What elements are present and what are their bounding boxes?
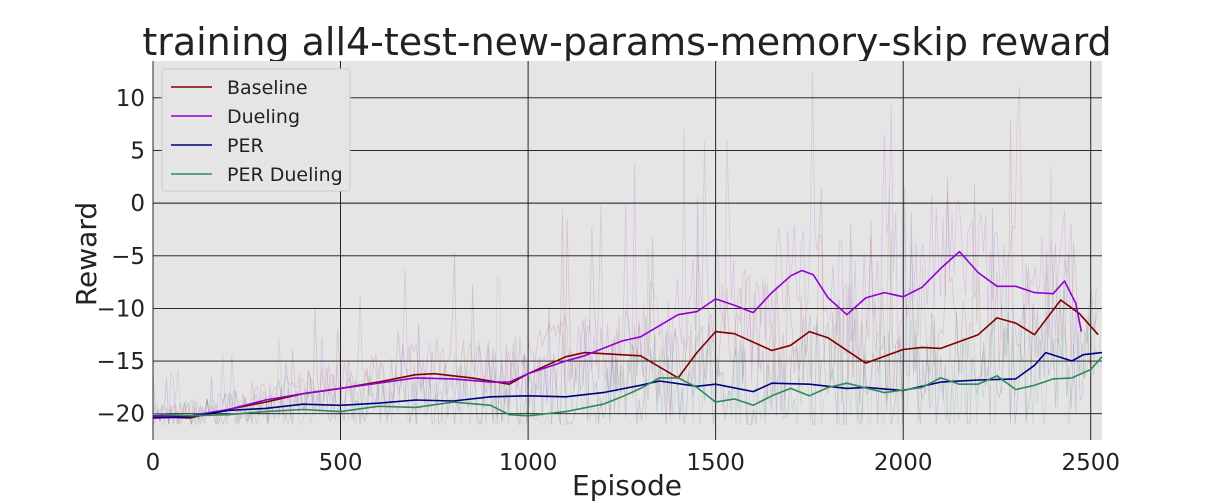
y-tick-label: 10 xyxy=(116,86,145,112)
legend-label: Dueling xyxy=(227,106,300,128)
legend: Baseline Dueling PER PER Dueling xyxy=(161,68,351,192)
y-tick-label: −5 xyxy=(111,244,145,270)
y-tick-label: 5 xyxy=(130,138,145,164)
x-tick-label: 2000 xyxy=(874,450,933,476)
x-tick-label: 1000 xyxy=(499,450,558,476)
legend-label: PER xyxy=(227,135,264,157)
x-tick-label: 500 xyxy=(319,450,363,476)
y-axis-label: Reward xyxy=(70,202,103,306)
x-tick-label: 0 xyxy=(146,450,161,476)
raw-trace xyxy=(152,119,1099,425)
x-axis-label: Episode xyxy=(572,469,682,502)
y-axis-ticks: 10 5 0 −5 −10 −15 −20 xyxy=(96,86,145,428)
raw-trace xyxy=(152,165,1101,426)
y-tick-label: −20 xyxy=(96,402,145,428)
x-tick-label: 1500 xyxy=(686,450,745,476)
y-tick-label: 0 xyxy=(130,191,145,217)
legend-label: Baseline xyxy=(227,77,308,99)
series-line-per xyxy=(152,351,1103,419)
chart-title: training all4-test-new-params-memory-ski… xyxy=(142,20,1111,64)
series-lines xyxy=(152,250,1103,419)
raw-trace xyxy=(152,71,1081,425)
x-axis-ticks: 0 500 1000 1500 2000 2500 xyxy=(146,450,1120,476)
y-tick-label: −15 xyxy=(96,349,145,375)
raw-series-traces xyxy=(152,71,1101,426)
legend-label: PER Dueling xyxy=(227,164,343,186)
series-line-dueling xyxy=(153,250,1083,417)
series-line-per-dueling xyxy=(152,356,1103,417)
y-tick-label: −10 xyxy=(96,296,145,322)
x-tick-label: 2500 xyxy=(1061,450,1120,476)
legend-box xyxy=(161,68,351,192)
